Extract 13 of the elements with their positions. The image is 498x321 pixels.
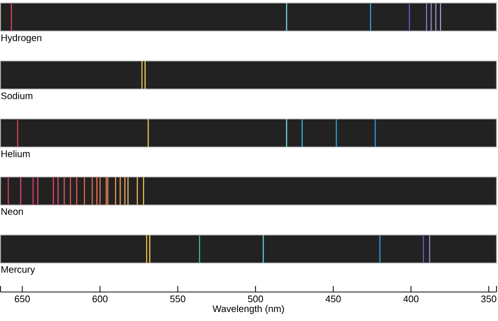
x-tick-label: 600 — [92, 296, 108, 302]
x-axis-title: Wavelength (nm) — [212, 305, 284, 314]
x-tick-label: 450 — [326, 296, 341, 302]
text: Hydrogen — [1, 34, 42, 44]
text: Helium — [1, 150, 30, 158]
text: Sodium — [1, 92, 32, 100]
x-tick-label: 350 — [481, 296, 496, 302]
text: Mercury — [1, 266, 35, 275]
x-tick-label: 650 — [14, 296, 30, 302]
x-tick-label: 500 — [248, 296, 264, 302]
x-tick-label: 550 — [170, 296, 186, 302]
x-tick-label: 400 — [403, 296, 419, 302]
text: Neon — [1, 208, 23, 215]
